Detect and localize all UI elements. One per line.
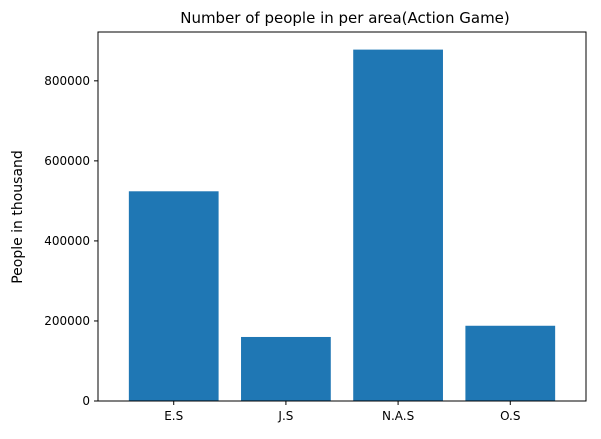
bar-n-a-s bbox=[353, 49, 443, 402]
x-tick-label: N.A.S bbox=[382, 409, 414, 423]
x-tick-label: O.S bbox=[500, 409, 520, 423]
y-tick-label: 200000 bbox=[44, 314, 90, 328]
bar-j-s bbox=[241, 336, 331, 401]
x-tick-label: E.S bbox=[164, 409, 183, 423]
plot-frame bbox=[97, 31, 587, 402]
y-axis-label: People in thousand bbox=[10, 150, 26, 284]
bar-o-s bbox=[465, 325, 556, 401]
bar-e-s bbox=[128, 191, 219, 401]
y-tick-label: 0 bbox=[82, 394, 90, 408]
y-axis: 0 200000 400000 600000 800000 bbox=[44, 74, 98, 408]
bars-layer bbox=[128, 49, 556, 402]
chart-title: Number of people in per area(Action Game… bbox=[180, 9, 510, 27]
x-axis: E.S J.S N.A.S O.S bbox=[164, 401, 520, 423]
y-tick-label: 800000 bbox=[44, 74, 90, 88]
x-tick-label: J.S bbox=[277, 409, 293, 423]
y-tick-label: 400000 bbox=[44, 234, 90, 248]
y-tick-label: 600000 bbox=[44, 154, 90, 168]
